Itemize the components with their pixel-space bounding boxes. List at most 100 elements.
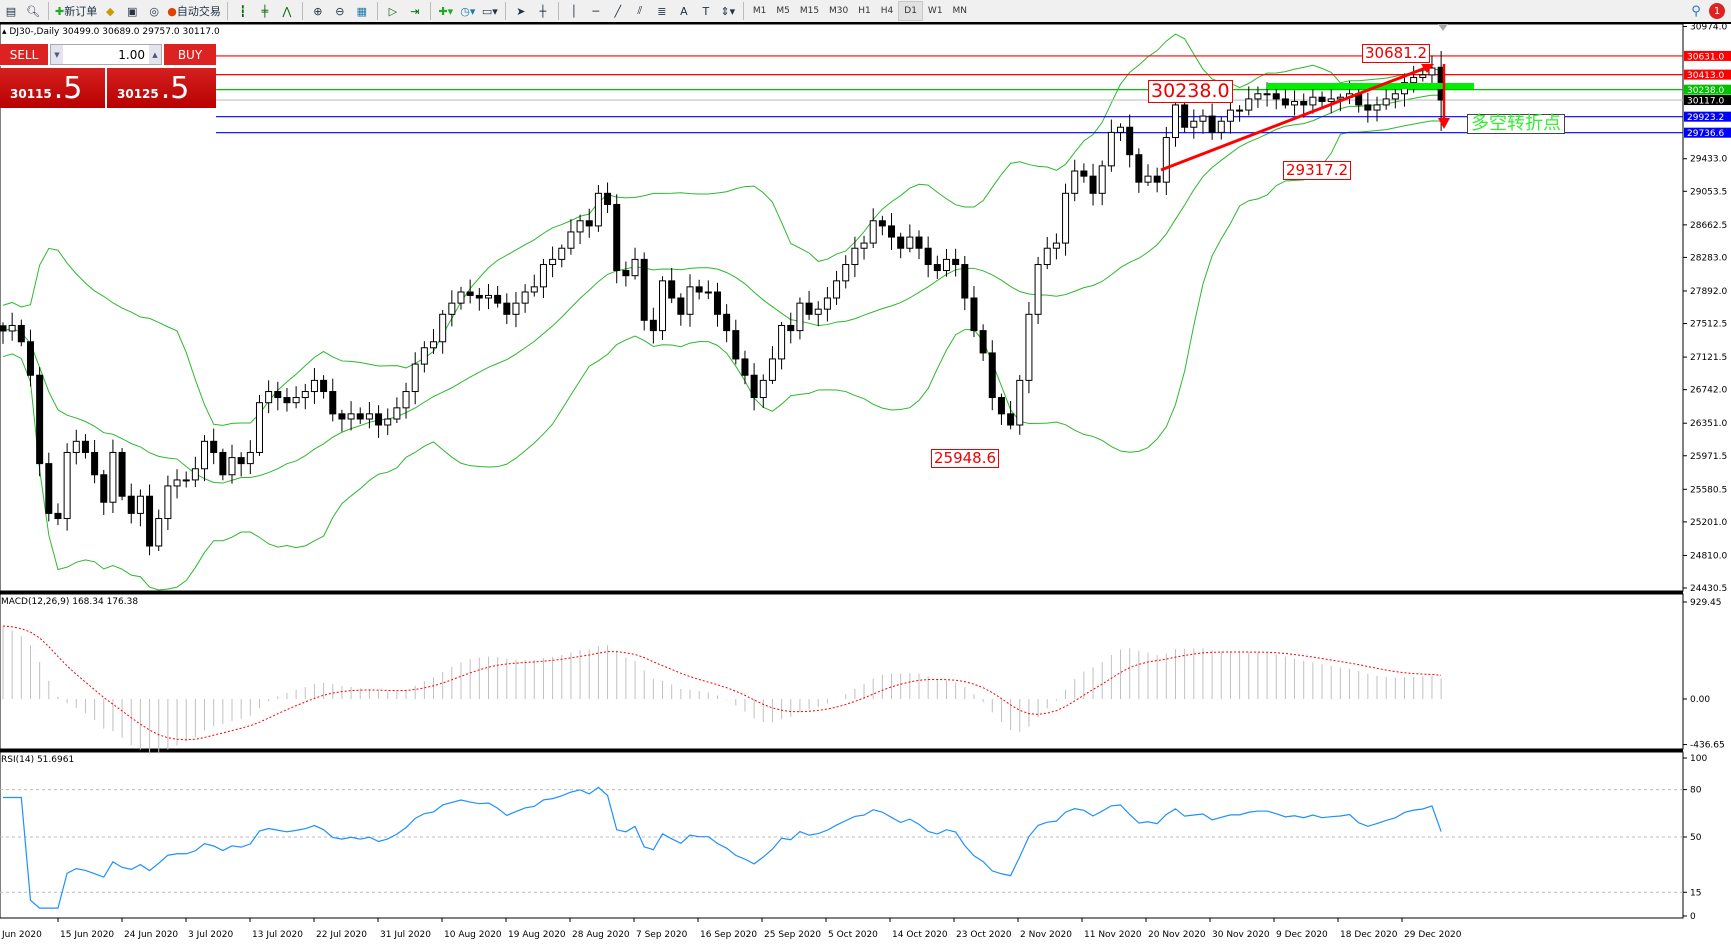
candle[interactable] bbox=[384, 408, 392, 436]
candle[interactable] bbox=[292, 386, 300, 409]
candle[interactable] bbox=[475, 288, 483, 311]
candle[interactable] bbox=[521, 284, 529, 313]
candle[interactable] bbox=[127, 483, 135, 524]
candle[interactable] bbox=[796, 297, 804, 340]
candle[interactable] bbox=[329, 378, 337, 422]
candle[interactable] bbox=[1171, 94, 1179, 147]
candle[interactable] bbox=[36, 367, 44, 477]
candle[interactable] bbox=[759, 374, 767, 408]
candle[interactable] bbox=[503, 293, 511, 325]
candle[interactable] bbox=[686, 274, 694, 327]
auto-scroll-icon[interactable]: ▷ bbox=[388, 4, 398, 18]
candle[interactable] bbox=[338, 409, 346, 432]
candle[interactable] bbox=[54, 503, 62, 526]
periods-icon[interactable]: ◷▾ bbox=[460, 4, 476, 18]
candle[interactable] bbox=[484, 284, 492, 310]
timeframe-m15[interactable]: M15 bbox=[799, 6, 820, 16]
auto-trading-button[interactable]: ● 自动交易 bbox=[167, 2, 221, 20]
candle[interactable] bbox=[1382, 88, 1390, 110]
volume-increase-icon[interactable]: ▲ bbox=[149, 45, 161, 64]
candle[interactable] bbox=[265, 380, 273, 414]
candle[interactable] bbox=[1309, 84, 1317, 114]
candle[interactable] bbox=[365, 401, 373, 429]
candle[interactable] bbox=[1062, 183, 1070, 256]
candle[interactable] bbox=[750, 363, 758, 411]
indicators-icon[interactable]: ✚▾ bbox=[438, 4, 454, 18]
candle[interactable] bbox=[1135, 148, 1143, 193]
candle[interactable] bbox=[1016, 375, 1024, 435]
candle[interactable] bbox=[1226, 97, 1234, 134]
candle[interactable] bbox=[567, 219, 575, 255]
fibonacci-icon[interactable]: ≣ bbox=[657, 4, 667, 18]
candle[interactable] bbox=[613, 194, 621, 284]
candle[interactable] bbox=[668, 267, 676, 304]
candle[interactable] bbox=[549, 246, 557, 278]
tile-windows-icon[interactable]: ▦ bbox=[356, 4, 368, 18]
volume-decrease-icon[interactable]: ▼ bbox=[51, 45, 63, 64]
candle[interactable] bbox=[255, 394, 263, 456]
horizontal-line-icon[interactable]: ─ bbox=[592, 4, 600, 18]
candle[interactable] bbox=[594, 184, 602, 232]
candle[interactable] bbox=[210, 428, 218, 465]
candle[interactable] bbox=[466, 279, 474, 304]
candle[interactable] bbox=[1034, 256, 1042, 324]
candle[interactable] bbox=[768, 346, 776, 384]
candle[interactable] bbox=[649, 307, 657, 344]
candle[interactable] bbox=[164, 475, 172, 530]
candle[interactable] bbox=[136, 489, 144, 527]
candle[interactable] bbox=[118, 448, 126, 501]
candle[interactable] bbox=[1428, 55, 1436, 86]
candle[interactable] bbox=[283, 387, 291, 412]
timeframe-m5[interactable]: M5 bbox=[776, 6, 790, 16]
candle[interactable] bbox=[741, 350, 749, 385]
timeframe-h1[interactable]: H1 bbox=[858, 6, 871, 16]
candle[interactable] bbox=[778, 321, 786, 370]
arrows-icon[interactable]: ⇕▾ bbox=[720, 4, 736, 18]
crosshair-icon[interactable]: ┼ bbox=[539, 4, 547, 18]
candlestick-icon[interactable]: ╪ bbox=[261, 4, 269, 18]
candle[interactable] bbox=[1144, 164, 1152, 187]
equidistant-channel-icon[interactable]: ⫽ bbox=[637, 4, 643, 17]
candle[interactable] bbox=[1153, 167, 1161, 193]
candle[interactable] bbox=[1318, 91, 1326, 108]
volume-input[interactable]: 1.00 bbox=[118, 47, 145, 62]
buy-price-button[interactable]: 30125 .5 bbox=[107, 68, 216, 108]
volume-stepper[interactable]: ▼ 1.00 ▲ bbox=[50, 44, 162, 65]
candle[interactable] bbox=[1199, 109, 1207, 134]
candle[interactable] bbox=[109, 439, 117, 514]
candle[interactable] bbox=[1327, 86, 1335, 114]
candle[interactable] bbox=[1208, 103, 1216, 140]
candle[interactable] bbox=[72, 429, 80, 465]
templates-icon[interactable]: ▭▾ bbox=[481, 4, 498, 18]
annotation-turning-point[interactable]: 多空转折点 bbox=[1467, 114, 1565, 134]
candle[interactable] bbox=[411, 352, 419, 405]
candle[interactable] bbox=[631, 247, 639, 280]
candle[interactable] bbox=[8, 312, 16, 341]
candle[interactable] bbox=[622, 261, 630, 287]
trendline-icon[interactable]: ╱ bbox=[614, 4, 622, 18]
candle[interactable] bbox=[539, 258, 547, 299]
candle[interactable] bbox=[530, 274, 538, 297]
candle[interactable] bbox=[997, 393, 1005, 425]
timeframe-mn[interactable]: MN bbox=[952, 6, 968, 16]
candle[interactable] bbox=[1089, 163, 1097, 206]
bar-chart-icon[interactable]: ┇ bbox=[239, 4, 247, 18]
timeframe-m30[interactable]: M30 bbox=[829, 6, 849, 16]
candle[interactable] bbox=[1080, 163, 1088, 183]
candle[interactable] bbox=[1217, 116, 1225, 140]
candle[interactable] bbox=[347, 401, 355, 431]
candle[interactable] bbox=[1007, 401, 1015, 430]
annotation-30238[interactable]: 30238.0 bbox=[1148, 80, 1233, 103]
candle[interactable] bbox=[81, 434, 89, 459]
candle[interactable] bbox=[1126, 114, 1134, 168]
annotation-29317[interactable]: 29317.2 bbox=[1283, 161, 1352, 180]
candle[interactable] bbox=[1245, 86, 1253, 116]
annotation-25948[interactable]: 25948.6 bbox=[931, 449, 1000, 468]
candle[interactable] bbox=[457, 286, 465, 310]
candle[interactable] bbox=[695, 279, 703, 300]
zoom-in-icon[interactable]: ⊕ bbox=[313, 4, 323, 18]
candle[interactable] bbox=[906, 224, 914, 253]
text-icon[interactable]: A bbox=[680, 4, 688, 18]
candle[interactable] bbox=[732, 319, 740, 365]
candle[interactable] bbox=[823, 286, 831, 322]
